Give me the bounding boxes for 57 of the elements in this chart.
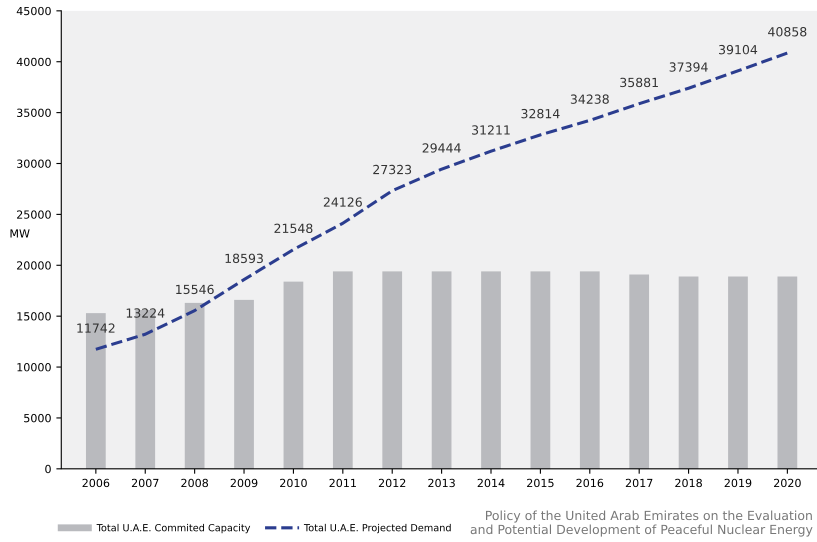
bar [284, 282, 304, 469]
y-tick-label: 45000 [16, 6, 51, 16]
legend-label: Total U.A.E. Projected Demand [304, 524, 451, 534]
data-label: 24126 [324, 197, 362, 207]
bar [432, 271, 452, 469]
bar [580, 271, 600, 469]
x-tick-label: 2019 [724, 478, 752, 488]
y-tick-label: 15000 [17, 312, 51, 321]
data-label: 31211 [472, 125, 510, 135]
x-tick-label: 2011 [329, 478, 356, 488]
y-tick-label: 0 [45, 464, 51, 474]
y-tick-label: 10000 [17, 363, 51, 372]
x-tick-label: 2015 [527, 478, 554, 488]
data-label: 34238 [570, 94, 609, 104]
x-tick-label: 2013 [428, 478, 455, 488]
x-tick-label: 2009 [230, 478, 258, 488]
x-tick-label: 2012 [378, 478, 406, 488]
x-tick-label: 2007 [132, 478, 158, 488]
x-tick-label: 2006 [82, 478, 110, 488]
y-axis-title: MW [10, 229, 30, 238]
y-tick-label: 40000 [16, 58, 51, 66]
bar [629, 274, 650, 469]
data-label: 32814 [521, 108, 560, 118]
data-label: 18593 [226, 254, 263, 264]
x-tick-label: 2010 [280, 478, 307, 488]
bar [728, 276, 748, 469]
bar [332, 271, 353, 469]
bar [382, 271, 402, 469]
x-tick-label: 2008 [181, 478, 208, 488]
x-tick-label: 2017 [626, 478, 652, 488]
data-label: 39104 [719, 44, 758, 54]
data-label: 21548 [274, 224, 312, 234]
y-tick-label: 35000 [17, 108, 51, 117]
bar [481, 271, 501, 469]
y-tick-label: 20000 [17, 261, 51, 270]
bar [234, 300, 254, 469]
data-label: 37394 [670, 62, 708, 72]
bar [678, 276, 698, 469]
data-label: 35881 [620, 78, 658, 88]
x-tick-label: 2014 [478, 478, 505, 488]
data-label: 27323 [373, 164, 412, 174]
bar [530, 271, 550, 469]
bar [777, 276, 798, 469]
bar [184, 302, 205, 469]
x-tick-label: 2016 [576, 478, 604, 488]
legend-label: Total U.A.E. Commited Capacity [96, 524, 250, 534]
text: Policy of the United Arab Emirates on the Evaluation and Potential Development of Peaceful Nuclear Energy [470, 510, 813, 537]
x-tick-label: 2020 [774, 478, 801, 488]
y-tick-label: 5000 [24, 414, 51, 422]
y-tick-label: 25000 [17, 210, 51, 219]
data-label: 13224 [126, 308, 164, 318]
y-tick-label: 30000 [17, 159, 51, 168]
data-label: 40858 [768, 27, 806, 37]
x-tick-label: 2018 [675, 478, 702, 488]
data-label: 15546 [176, 284, 214, 294]
data-label: 11742 [77, 323, 114, 333]
data-label: 29444 [422, 143, 461, 153]
